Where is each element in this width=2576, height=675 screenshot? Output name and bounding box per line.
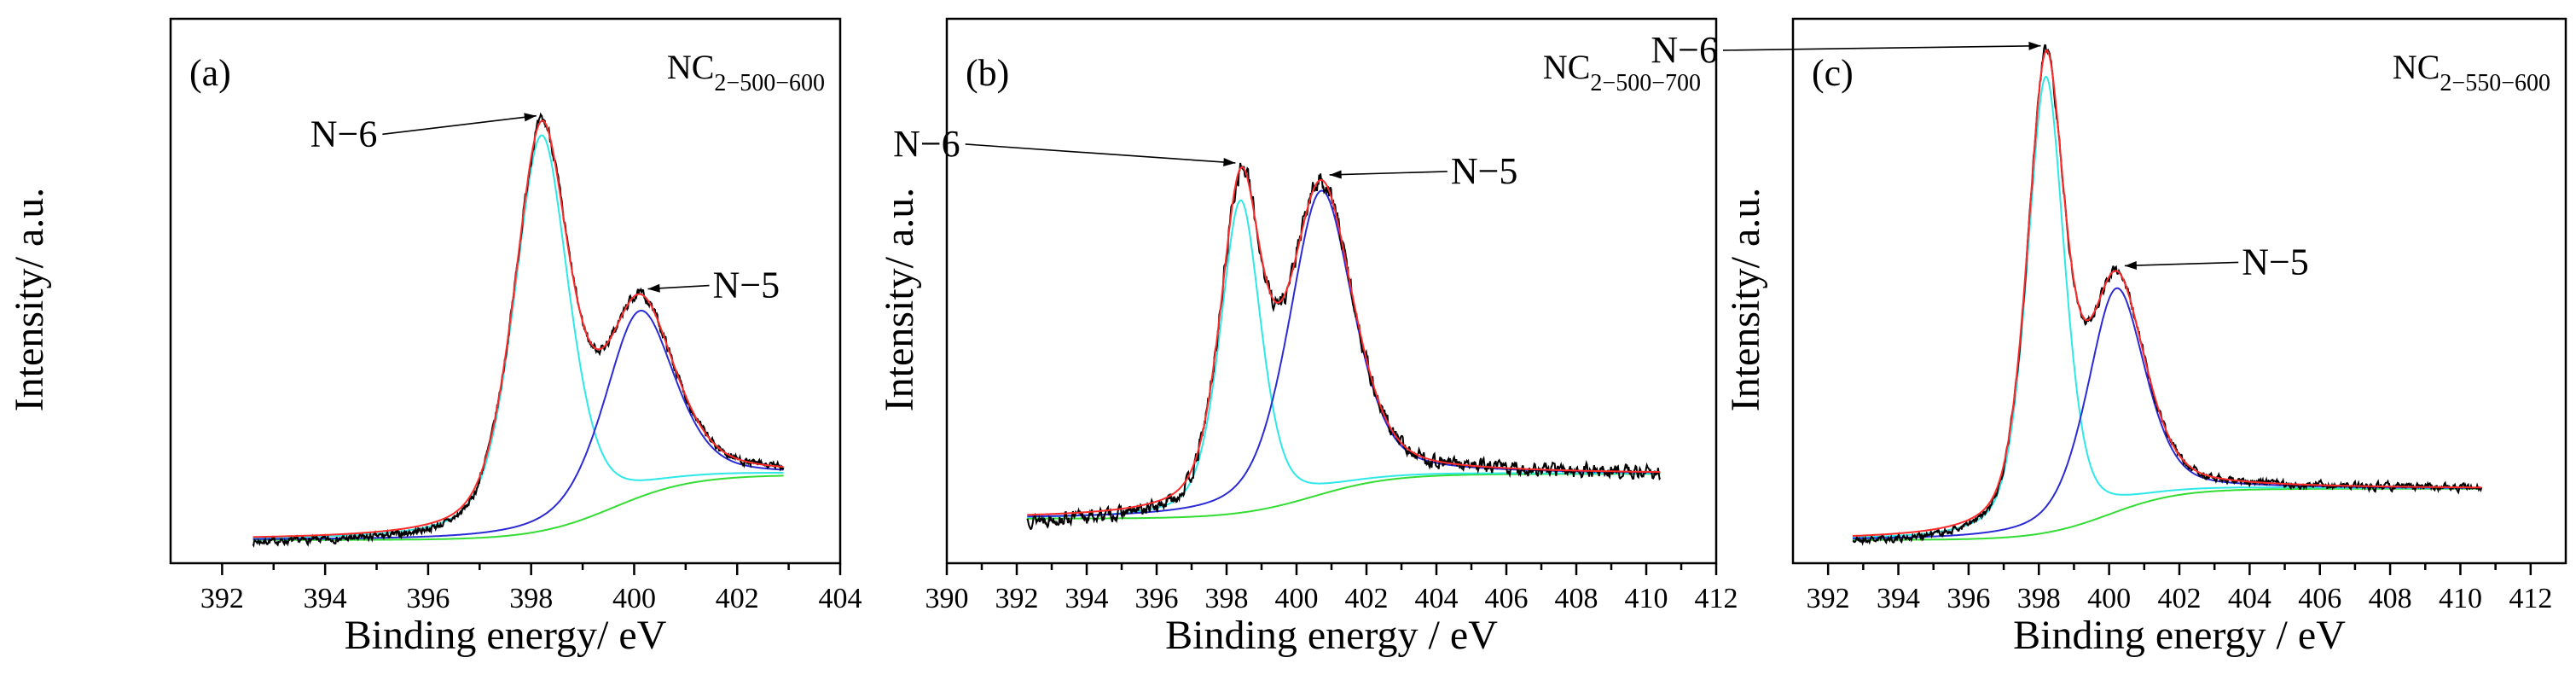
x-tick-label: 412 [2509, 583, 2552, 614]
y-axis-label: Intensity/ a.u. [877, 188, 922, 412]
panel-label: (a) [189, 52, 231, 94]
sample-name-main: NC [667, 48, 715, 86]
x-tick-label: 392 [200, 583, 244, 614]
x-tick-label: 394 [1877, 583, 1920, 614]
chart-panel-c: 392 394 396 398 400 402 404 406 408 410 412 Binding… [1651, 17, 2567, 658]
y-axis-label: Intensity/ a.u. [1723, 188, 1768, 412]
x-tick-label: 410 [2439, 583, 2482, 614]
panel-label: (c) [1812, 52, 1854, 94]
x-tick-label: 400 [1275, 583, 1319, 614]
peak-annotation-leader [965, 143, 1236, 164]
x-tick-label: 406 [1485, 583, 1529, 614]
sample-name-main: NC [1543, 48, 1591, 86]
x-tick-label: 412 [1695, 583, 1738, 614]
x-tick-label: 402 [716, 583, 759, 614]
x-tick-label: 402 [1345, 583, 1389, 614]
sample-name: NC2−500−600 [667, 48, 825, 96]
series-n6-component [1853, 75, 2482, 538]
peak-annotation-label: N−5 [2242, 241, 2309, 282]
peak-annotation-leader [1329, 171, 1448, 176]
series-n5-component [1027, 189, 1661, 518]
peak-annotation-arrowhead [1329, 170, 1342, 179]
series-envelope-fit [1027, 166, 1661, 516]
sample-name: NC2−550−600 [2393, 48, 2550, 96]
x-tick-label: 410 [1625, 583, 1668, 614]
peak-annotation-leader [2124, 261, 2239, 267]
series-envelope-fit [1853, 49, 2482, 537]
x-tick-label: 406 [2298, 583, 2341, 614]
x-tick-label: 398 [2017, 583, 2061, 614]
x-tick-label: 396 [1135, 583, 1179, 614]
x-tick-label: 400 [2087, 583, 2131, 614]
x-tick-label: 392 [995, 583, 1039, 614]
series-envelope-fit [252, 119, 784, 538]
peak-annotation-label: N−6 [310, 113, 378, 154]
series-experimental [1852, 44, 2483, 546]
x-tick-label: 404 [1415, 583, 1459, 614]
x-tick-label: 402 [2158, 583, 2202, 614]
sample-name-subscript: 2−500−600 [714, 70, 825, 96]
x-axis-label: Binding energy / eV [1165, 613, 1498, 658]
series-n5-component [252, 310, 784, 540]
x-axis-label: Binding energy / eV [2013, 613, 2346, 658]
peak-annotation-label: N−5 [1451, 150, 1518, 192]
peak-annotation-arrowhead [647, 283, 660, 293]
series-background [252, 474, 784, 541]
x-tick-label: 404 [819, 583, 862, 614]
chart-panel-b: 390 392 394 396 398 400 402 404 406 408 410 412 Bind… [877, 17, 1738, 658]
plot-frame [945, 17, 1718, 565]
x-axis-label: Binding energy/ eV [345, 613, 667, 658]
x-tick-label: 398 [1205, 583, 1249, 614]
x-tick-label: 394 [304, 583, 347, 614]
x-tick-label: 396 [1947, 583, 1990, 614]
sample-name-subscript: 2−500−700 [1590, 70, 1701, 96]
panel-label: (b) [966, 52, 1009, 94]
peak-annotation-arrowhead [2028, 41, 2041, 50]
peak-annotation-arrowhead [524, 113, 537, 122]
plot-frame [169, 17, 842, 565]
chart-panel-a: 392 394 396 398 400 402 404 Binding energy/ eV I… [7, 17, 862, 658]
x-tick-label: 390 [925, 583, 969, 614]
x-tick-label: 398 [509, 583, 553, 614]
sample-name-main: NC [2393, 48, 2440, 86]
series-n6-component [1027, 199, 1661, 518]
peak-annotation-arrowhead [2124, 261, 2137, 270]
peak-annotation-leader [1722, 44, 2041, 51]
y-axis-label: Intensity/ a.u. [7, 188, 52, 412]
peak-annotation-label: N−6 [1651, 29, 1718, 71]
sample-name: NC2−500−700 [1543, 48, 1701, 96]
series-n5-component [1853, 287, 2482, 539]
peak-annotation-arrowhead [1223, 158, 1236, 166]
series-n6-component [252, 134, 784, 539]
x-tick-label: 396 [406, 583, 450, 614]
x-tick-label: 408 [1555, 583, 1598, 614]
x-tick-label: 404 [2228, 583, 2271, 614]
x-tick-label: 394 [1065, 583, 1109, 614]
plot-frame [1791, 17, 2567, 565]
sample-name-subscript: 2−550−600 [2440, 70, 2550, 96]
peak-annotation-label: N−6 [893, 123, 960, 165]
peak-annotation-leader [382, 114, 537, 136]
series-experimental [1026, 162, 1662, 531]
x-tick-label: 408 [2369, 583, 2412, 614]
peak-annotation-label: N−5 [713, 265, 780, 306]
x-tick-label: 392 [1807, 583, 1850, 614]
x-tick-label: 400 [612, 583, 656, 614]
